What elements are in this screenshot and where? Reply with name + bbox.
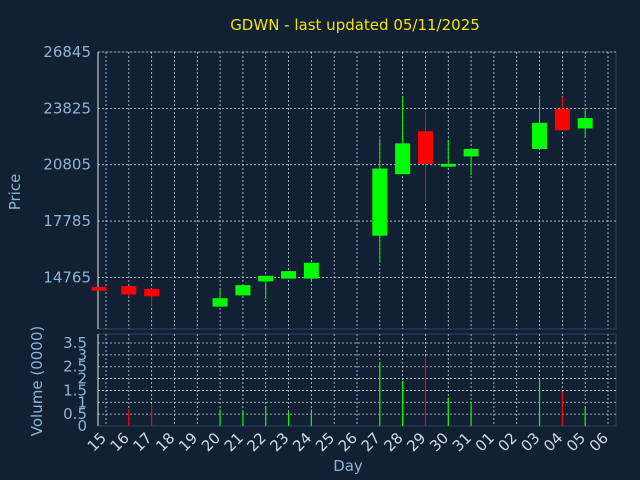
candle-body [235,285,251,296]
candle-body [212,298,228,307]
candle-body [395,143,411,175]
candle-body [258,275,274,282]
candle-body [144,288,160,297]
x-axis: 1516171819202122232425262728293031010203… [84,429,612,455]
volume-tick-label: 0.5 [63,405,87,423]
x-axis-label: Day [333,457,363,475]
volume-tick-label: 0 [77,417,87,435]
price-tick-label: 23825 [43,99,91,117]
candle-body [121,286,137,295]
volume-tick-label: 3.5 [63,334,87,352]
price-tick-label: 17785 [43,212,91,230]
x-tick-label: 06 [586,429,612,455]
volume-axis-label: Volume (0000) [28,326,46,436]
price-tick-label: 26845 [43,43,91,61]
candle-body [303,262,319,279]
chart-title: GDWN - last updated 05/11/2025 [230,16,480,34]
candle-body [577,118,593,129]
price-tick-label: 20805 [43,156,91,174]
candle-body [372,168,388,236]
candle-body [440,163,456,167]
volume-tick-label: 2 [77,370,87,388]
price-panel: 14765 17785 20805 23825 26845 [43,43,617,330]
volume-tick-label: 2.5 [63,358,87,376]
price-tick-label: 14765 [43,268,91,286]
volume-panel: 00.511.522.533.5 [63,333,617,435]
candle-body [91,287,107,291]
candle-body [554,108,570,131]
candle-body [463,148,479,157]
volume-tick-label: 1.5 [63,381,87,399]
volume-tick-label: 3 [77,346,87,364]
volume-tick-label: 1 [77,393,87,411]
candle-body [417,131,433,164]
candle-body [281,271,297,279]
price-axis-label: Price [6,174,24,211]
candle-body [532,122,548,149]
